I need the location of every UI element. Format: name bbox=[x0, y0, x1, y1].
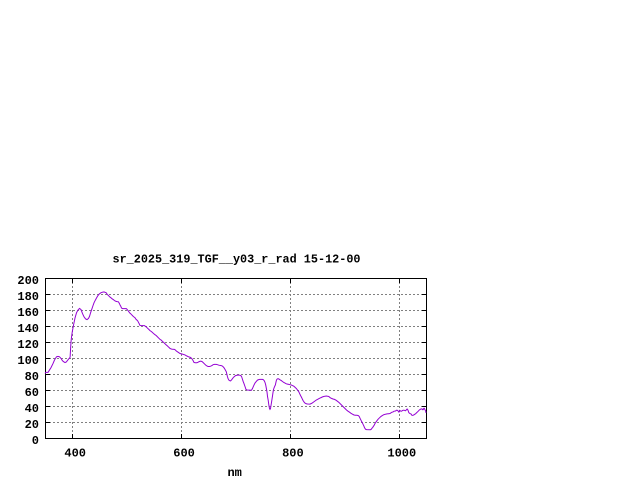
svg-text:80: 80 bbox=[25, 370, 39, 384]
svg-text:sr_2025_319_TGF__y03_r_rad 15-: sr_2025_319_TGF__y03_r_rad 15-12-00 bbox=[113, 253, 361, 267]
svg-text:40: 40 bbox=[25, 402, 39, 416]
svg-text:0: 0 bbox=[32, 434, 39, 448]
svg-text:120: 120 bbox=[17, 338, 39, 352]
svg-text:60: 60 bbox=[25, 386, 39, 400]
svg-text:nm: nm bbox=[227, 466, 241, 480]
svg-text:800: 800 bbox=[282, 447, 304, 461]
svg-text:20: 20 bbox=[25, 418, 39, 432]
svg-text:400: 400 bbox=[64, 447, 86, 461]
svg-text:160: 160 bbox=[17, 306, 39, 320]
svg-text:600: 600 bbox=[173, 447, 195, 461]
svg-text:1000: 1000 bbox=[387, 447, 416, 461]
svg-text:140: 140 bbox=[17, 322, 39, 336]
svg-text:200: 200 bbox=[17, 274, 39, 288]
svg-text:180: 180 bbox=[17, 290, 39, 304]
svg-text:100: 100 bbox=[17, 354, 39, 368]
